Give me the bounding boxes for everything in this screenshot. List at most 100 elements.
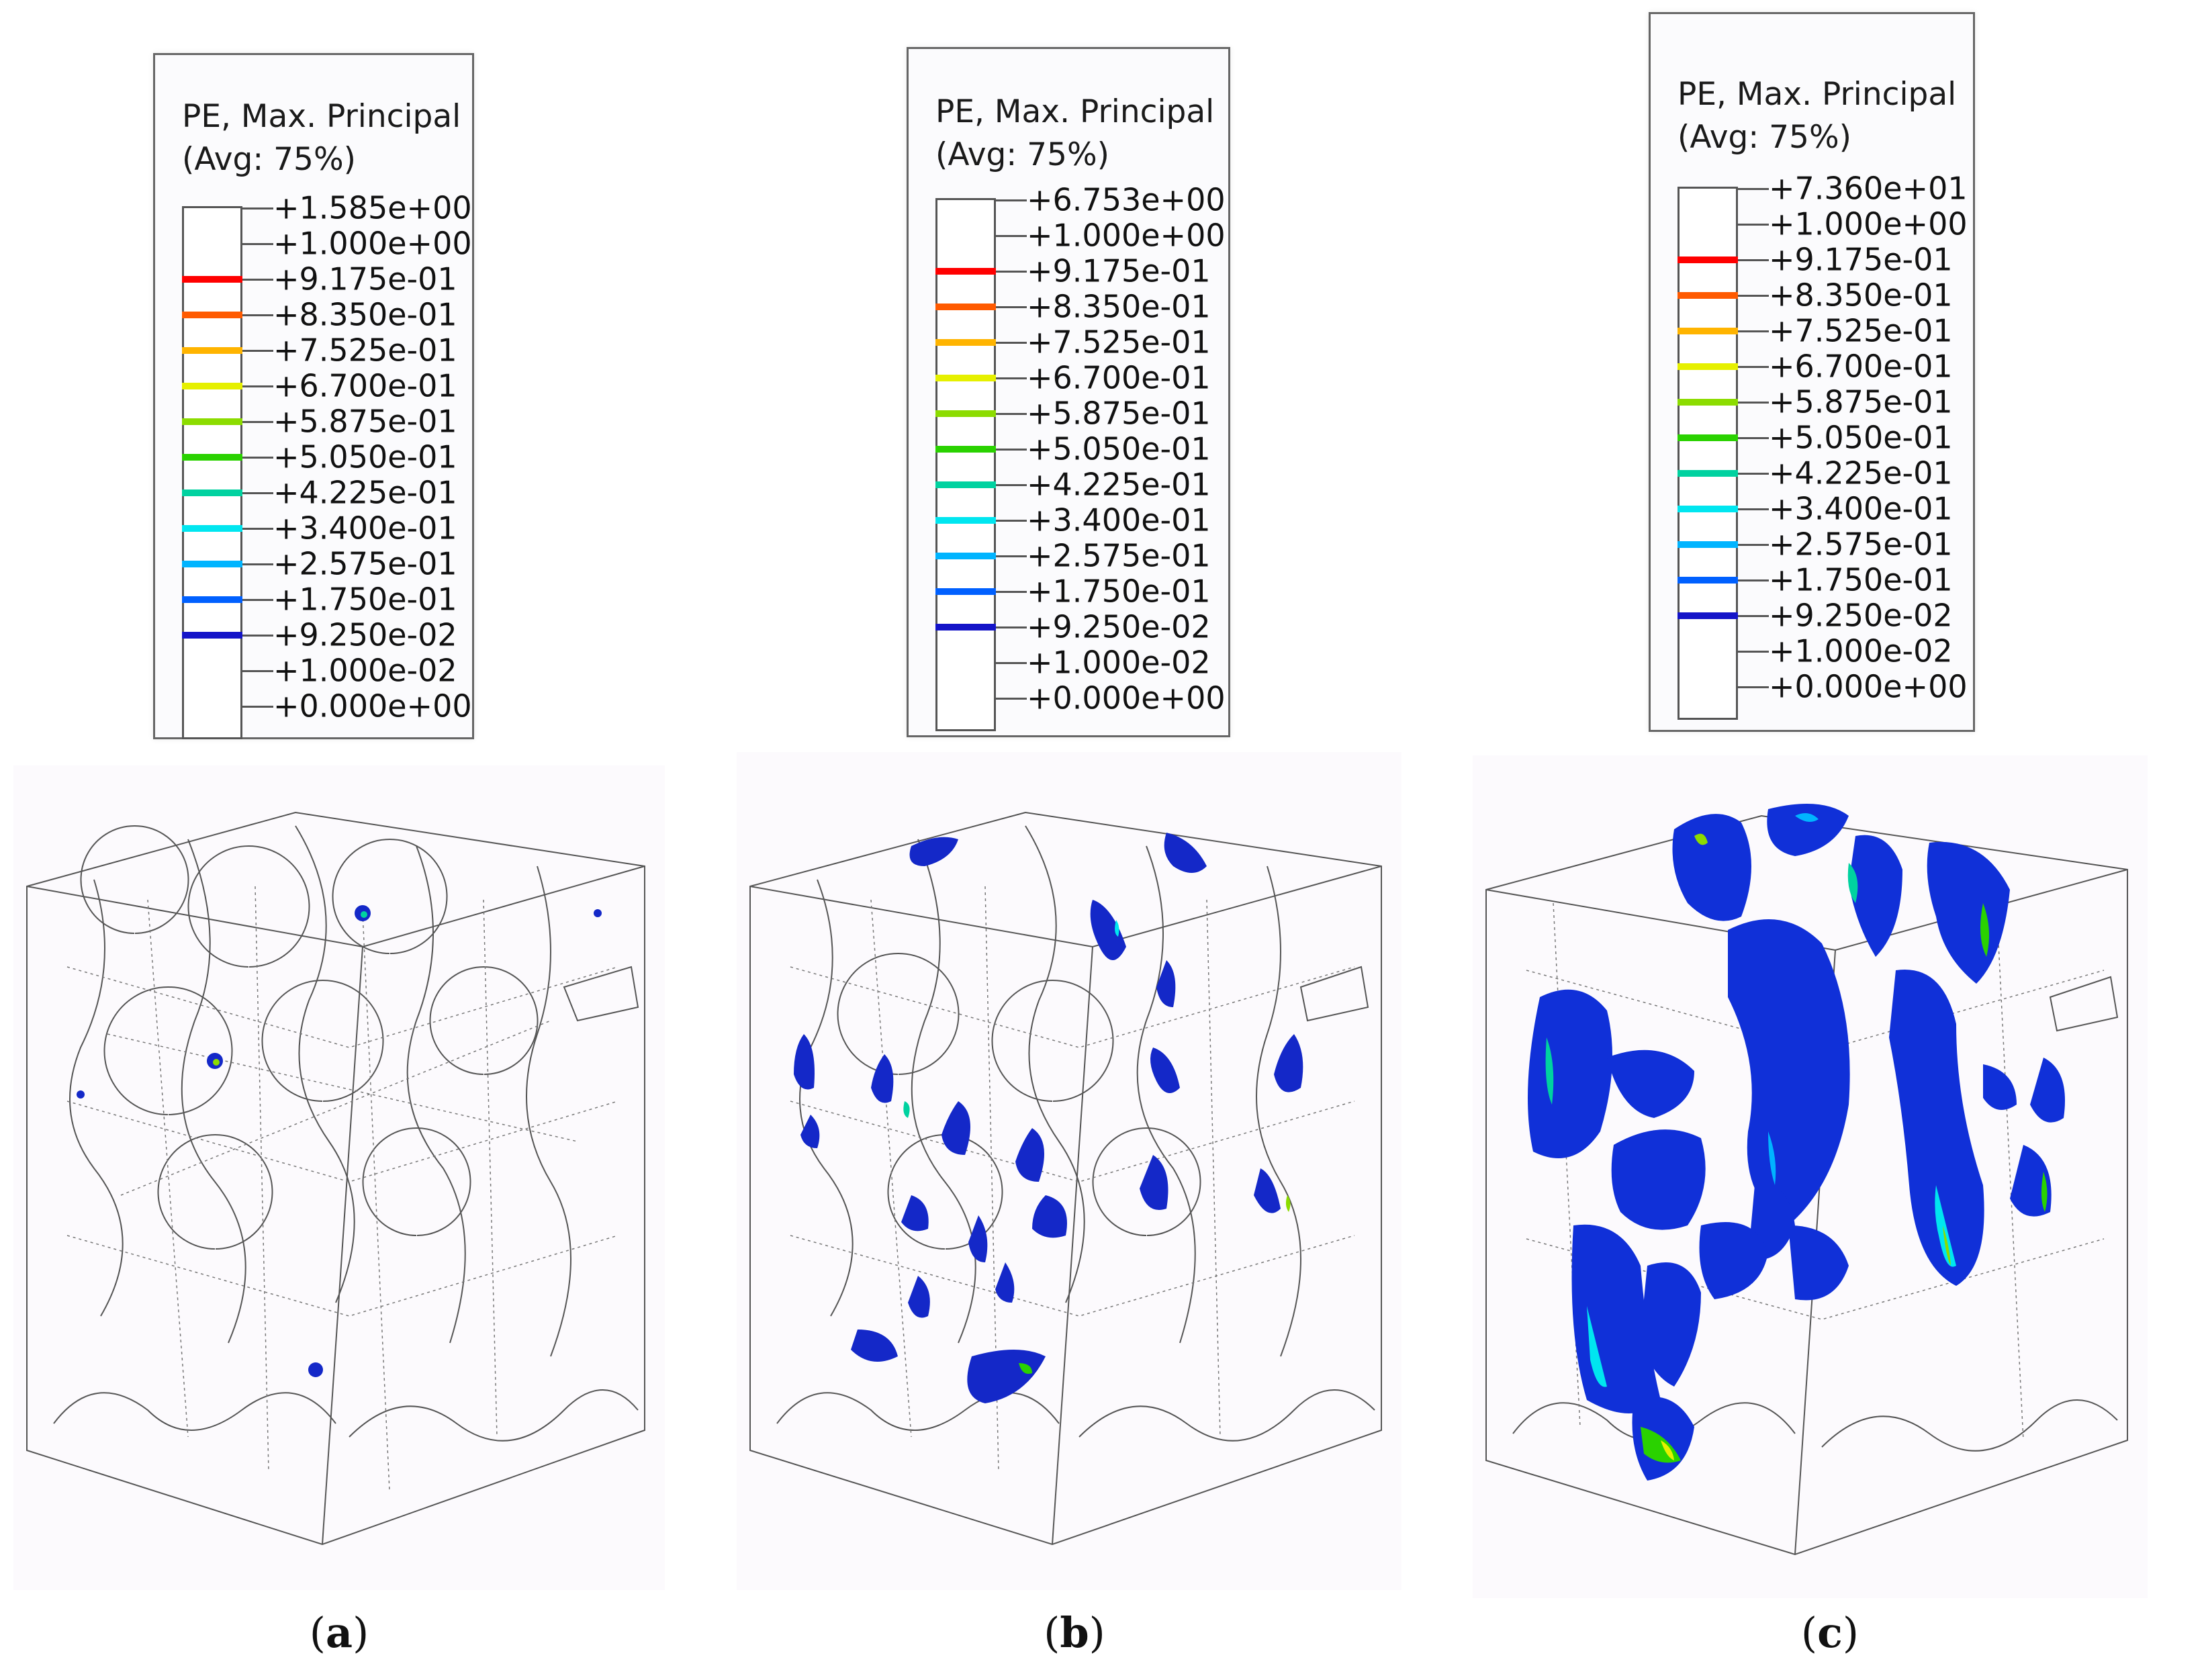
legend-value: +1.750e-01 — [273, 581, 457, 618]
legend-value: +1.750e-01 — [1027, 573, 1211, 610]
legend-value: +8.350e-01 — [273, 296, 457, 333]
legend-title-line2: (Avg: 75%) — [1678, 119, 1851, 156]
legend-color-band — [1678, 577, 1738, 584]
legend-color-band — [182, 312, 242, 318]
legend-value: +4.225e-01 — [1769, 455, 1953, 492]
legend-value: +1.000e+00 — [1027, 217, 1226, 254]
fe-model-panel-c — [1473, 755, 2148, 1598]
legend-tick — [1737, 437, 1769, 439]
legend-tick — [241, 385, 273, 387]
mesh-render-c — [1485, 804, 2128, 1556]
legend-title-line2: (Avg: 75%) — [935, 136, 1109, 173]
legend-value: +6.700e-01 — [1027, 359, 1211, 396]
legend-value: +8.350e-01 — [1769, 277, 1953, 314]
legend-color-band — [935, 339, 996, 346]
legend-color-band — [182, 454, 242, 461]
legend-value: +3.400e-01 — [1027, 502, 1211, 539]
legend-value: +7.360e+01 — [1769, 170, 1968, 207]
legend-tick — [241, 528, 273, 530]
legend-color-band — [935, 304, 996, 310]
caption-letter: c — [1817, 1608, 1843, 1657]
legend-tick — [1737, 579, 1769, 581]
legend-color-band — [935, 375, 996, 381]
legend-tick — [241, 243, 273, 245]
legend-tick — [1737, 188, 1769, 190]
legend-value: +8.350e-01 — [1027, 288, 1211, 325]
legend-value: +4.225e-01 — [273, 474, 457, 511]
legend-value: +1.000e-02 — [1769, 633, 1953, 669]
legend-value: +1.750e-01 — [1769, 561, 1953, 598]
legend-tick — [995, 199, 1027, 201]
fe-model-panel-b — [737, 752, 1401, 1590]
legend-value: +3.400e-01 — [1769, 490, 1953, 527]
legend-value: +6.700e-01 — [273, 367, 457, 404]
legend-tick — [1737, 295, 1769, 297]
legend-value: +3.400e-01 — [273, 510, 457, 547]
legend-value: +5.050e-01 — [1769, 419, 1953, 456]
legend-tick — [995, 662, 1027, 664]
legend-color-band — [935, 588, 996, 595]
legend-tick — [995, 306, 1027, 308]
legend-tick — [995, 449, 1027, 451]
legend-title-line2: (Avg: 75%) — [182, 141, 356, 178]
legend-color-band — [182, 276, 242, 283]
legend-value: +6.700e-01 — [1769, 348, 1953, 385]
legend-color-band — [182, 561, 242, 567]
legend-tick — [241, 563, 273, 565]
legend-tick — [241, 314, 273, 316]
legend-color-band — [182, 489, 242, 496]
legend-value: +9.250e-02 — [273, 616, 457, 653]
legend-color-band — [1678, 328, 1738, 334]
legend-color-band — [935, 481, 996, 488]
legend-b: PE, Max. Principal (Avg: 75%) +6.753e+00… — [907, 47, 1230, 737]
legend-tick — [1737, 366, 1769, 368]
legend-color-band — [1678, 470, 1738, 477]
legend-color-band — [935, 446, 996, 453]
legend-value: +9.250e-02 — [1769, 597, 1953, 634]
legend-value: +1.585e+00 — [273, 189, 472, 226]
legend-value: +6.753e+00 — [1027, 181, 1226, 218]
fe-model-panel-a — [13, 765, 665, 1590]
legend-value: +7.525e-01 — [273, 332, 457, 369]
caption-letter: b — [1060, 1608, 1089, 1657]
legend-color-band — [935, 553, 996, 559]
legend-value: +5.050e-01 — [1027, 430, 1211, 467]
legend-tick — [241, 457, 273, 459]
legend-tick — [1737, 508, 1769, 510]
legend-value: +7.525e-01 — [1027, 324, 1211, 361]
legend-value: +1.000e+00 — [1769, 205, 1968, 242]
legend-value: +2.575e-01 — [1027, 537, 1211, 574]
legend-color-band — [182, 632, 242, 639]
legend-color-band — [1678, 434, 1738, 441]
legend-tick — [995, 235, 1027, 237]
legend-value: +1.000e-02 — [273, 652, 457, 689]
caption-letter: a — [325, 1608, 353, 1657]
legend-tick — [995, 377, 1027, 379]
legend-color-band — [182, 596, 242, 603]
legend-tick — [995, 555, 1027, 557]
legend-tick — [241, 670, 273, 672]
legend-tick — [995, 591, 1027, 593]
legend-tick — [241, 350, 273, 352]
legend-tick — [995, 342, 1027, 344]
legend-tick — [241, 599, 273, 601]
legend-value: +5.875e-01 — [1769, 383, 1953, 420]
legend-color-band — [935, 624, 996, 631]
legend-title-line1: PE, Max. Principal — [1678, 76, 1957, 113]
legend-color-band — [935, 410, 996, 417]
legend-value: +1.000e+00 — [273, 225, 472, 262]
legend-c: PE, Max. Principal (Avg: 75%) +7.360e+01… — [1649, 12, 1975, 732]
legend-value: +9.175e-01 — [1027, 252, 1211, 289]
legend-tick — [1737, 544, 1769, 546]
legend-value: +0.000e+00 — [1027, 680, 1226, 716]
legend-tick — [995, 413, 1027, 415]
legend-color-band — [1678, 612, 1738, 619]
legend-color-band — [935, 268, 996, 275]
legend-tick — [1737, 402, 1769, 404]
legend-tick — [1737, 224, 1769, 226]
legend-tick — [995, 626, 1027, 628]
legend-color-band — [1678, 541, 1738, 548]
legend-title-line1: PE, Max. Principal — [182, 98, 461, 135]
legend-value: +2.575e-01 — [1769, 526, 1953, 563]
legend-colorbar — [182, 206, 242, 739]
